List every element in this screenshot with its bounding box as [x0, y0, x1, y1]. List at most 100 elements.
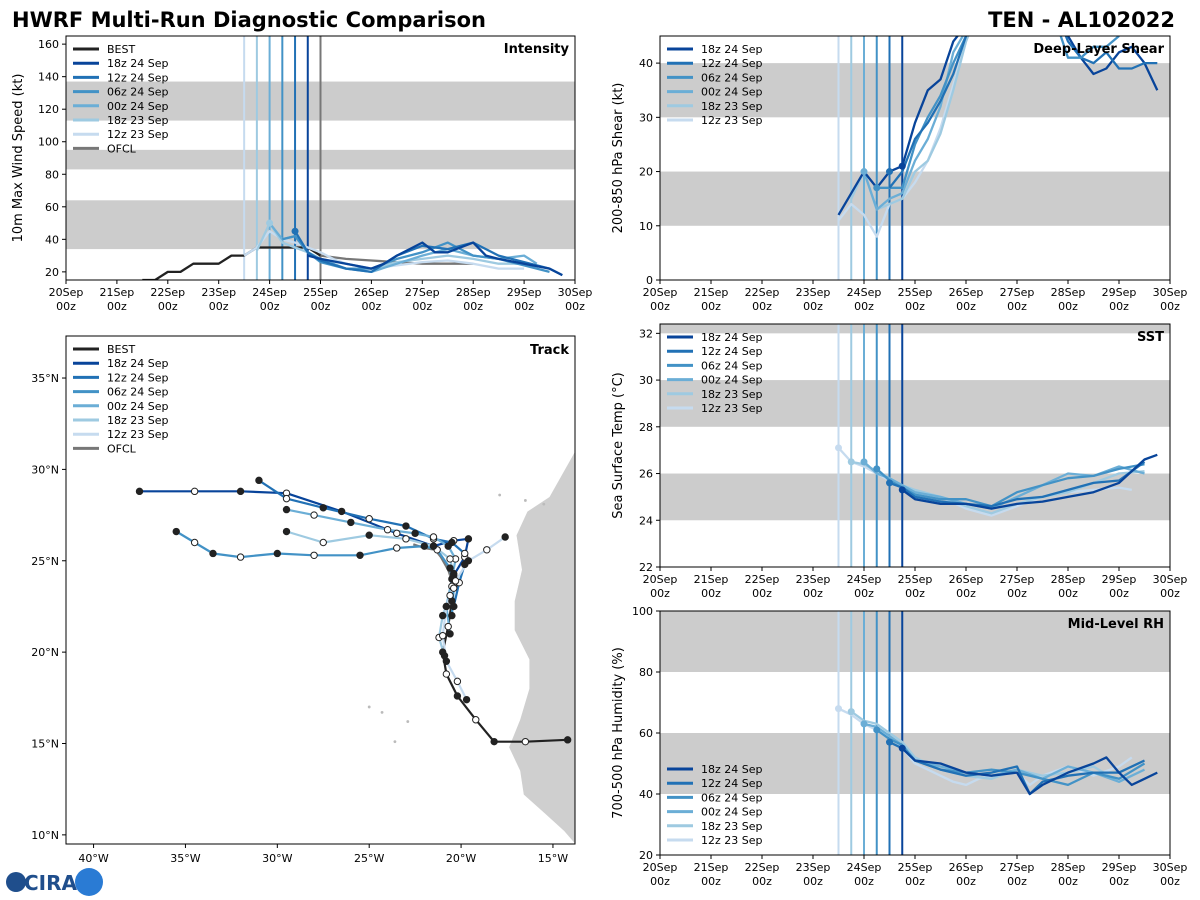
x-tick-label-time: 00z: [803, 875, 823, 888]
init-marker: [898, 744, 906, 752]
x-tick-label-time: 00z: [803, 300, 823, 313]
x-tick-label: 24Sep: [847, 861, 882, 874]
y-tick-label: 20: [639, 849, 653, 862]
legend-label: 12z 24 Sep: [701, 345, 763, 358]
series-line: [862, 36, 965, 211]
threshold-band: [660, 380, 1170, 427]
series-line: [901, 747, 1158, 796]
x-tick-label-time: 00z: [260, 300, 280, 313]
x-tick-label: 30Sep: [1153, 861, 1188, 874]
x-tick-label-time: 00z: [1160, 875, 1180, 888]
series-line: [1066, 36, 1159, 91]
legend-label: 06z 24 Sep: [701, 791, 763, 804]
track-point: [450, 569, 458, 578]
x-tick-label: 26Sep: [354, 286, 389, 299]
y-tick-label: 80: [45, 168, 59, 181]
track-point: [450, 584, 458, 592]
threshold-band: [660, 611, 1170, 672]
x-tick-label-time: 00z: [854, 300, 874, 313]
track-point: [563, 736, 572, 744]
x-tick-label: 22Sep: [150, 286, 185, 299]
y-tick-label: 40: [639, 57, 653, 70]
init-marker: [898, 162, 906, 170]
legend-label: 18z 23 Sep: [701, 100, 763, 113]
x-tick-label-time: 00z: [1058, 875, 1078, 888]
x-tick-label: 27Sep: [1000, 573, 1035, 586]
track-line: [286, 530, 455, 657]
legend-label: 18z 23 Sep: [701, 388, 763, 401]
x-tick-label-time: 00z: [701, 587, 721, 600]
plot-body: [837, 36, 1159, 280]
legend-label: 12z 23 Sep: [701, 834, 763, 847]
x-tick-label: 23Sep: [796, 573, 831, 586]
x-tick-label-time: 00z: [412, 300, 432, 313]
series-line: [889, 460, 1146, 508]
plot-body: [142, 36, 563, 280]
x-tick-label: 28Sep: [1051, 861, 1086, 874]
shear-panel: 20Sep00z21Sep00z22Sep00z23Sep00z24Sep00z…: [611, 35, 1187, 313]
track-point: [453, 692, 462, 700]
x-tick-label-time: 00z: [956, 300, 976, 313]
y-tick-label: 0: [646, 274, 653, 287]
x-tick-label-time: 00z: [905, 875, 925, 888]
x-tick-label: 23Sep: [201, 286, 236, 299]
x-tick-label-time: 00z: [650, 300, 670, 313]
legend-label: BEST: [107, 343, 135, 356]
init-marker: [873, 726, 881, 734]
threshold-band: [660, 171, 1170, 226]
x-tick-label: 20Sep: [643, 286, 678, 299]
track-point: [365, 531, 373, 539]
track-point: [402, 535, 410, 543]
y-tick-label: 60: [45, 201, 59, 214]
x-tick-label-time: 00z: [362, 300, 382, 313]
track-point: [446, 564, 454, 572]
track-point: [393, 544, 401, 552]
x-tick-label: 21Sep: [694, 286, 729, 299]
x-tick-label-time: 00z: [803, 587, 823, 600]
island: [577, 486, 580, 489]
track-point: [209, 549, 217, 558]
y-tick-label: 30: [639, 111, 653, 124]
x-tick-label-time: 00z: [752, 300, 772, 313]
x-tick-label: 20Sep: [643, 861, 678, 874]
track-point: [236, 487, 245, 496]
x-tick-label: 25Sep: [898, 286, 933, 299]
x-tick-label-time: 00z: [650, 587, 670, 600]
series-line: [876, 36, 968, 189]
series-line: [1064, 36, 1158, 70]
legend-label: 00z 24 Sep: [107, 400, 169, 413]
init-marker: [886, 738, 893, 746]
legend-label: 06z 24 Sep: [701, 359, 763, 372]
y-tick-label: 120: [38, 103, 59, 116]
legend-label: 12z 24 Sep: [107, 71, 169, 84]
x-tick-label: 27Sep: [1000, 861, 1035, 874]
init-marker: [873, 465, 881, 473]
africa-landmass: [508, 450, 575, 844]
panel-title: Mid-Level RH: [1068, 617, 1164, 632]
x-tick-label: 22Sep: [745, 573, 780, 586]
track-point: [446, 591, 454, 600]
logo-globe-icon: [6, 872, 26, 892]
track-point: [444, 542, 452, 550]
y-axis-label: 700-500 hPa Humidity (%): [611, 647, 626, 819]
legend-label: 12z 23 Sep: [107, 428, 169, 441]
x-tick-label-time: 00z: [752, 875, 772, 888]
threshold-band: [660, 324, 1170, 334]
x-tick-label: 26Sep: [949, 573, 984, 586]
panel-title: Track: [530, 343, 569, 358]
legend-label: 18z 23 Sep: [107, 414, 169, 427]
init-marker: [291, 227, 299, 235]
x-tick-label-time: 00z: [209, 300, 229, 313]
series-line: [901, 453, 1158, 510]
y-tick-label: 24: [639, 514, 653, 527]
x-tick-label: 40°W: [78, 852, 108, 865]
y-tick-label: 40: [45, 233, 59, 246]
sst-panel: 20Sep00z21Sep00z22Sep00z23Sep00z24Sep00z…: [611, 323, 1187, 600]
track-point: [310, 551, 318, 559]
x-tick-label: 29Sep: [1102, 861, 1137, 874]
track-point: [442, 670, 451, 678]
island: [498, 493, 502, 497]
x-tick-label: 27Sep: [1000, 286, 1035, 299]
x-tick-label: 22Sep: [745, 286, 780, 299]
